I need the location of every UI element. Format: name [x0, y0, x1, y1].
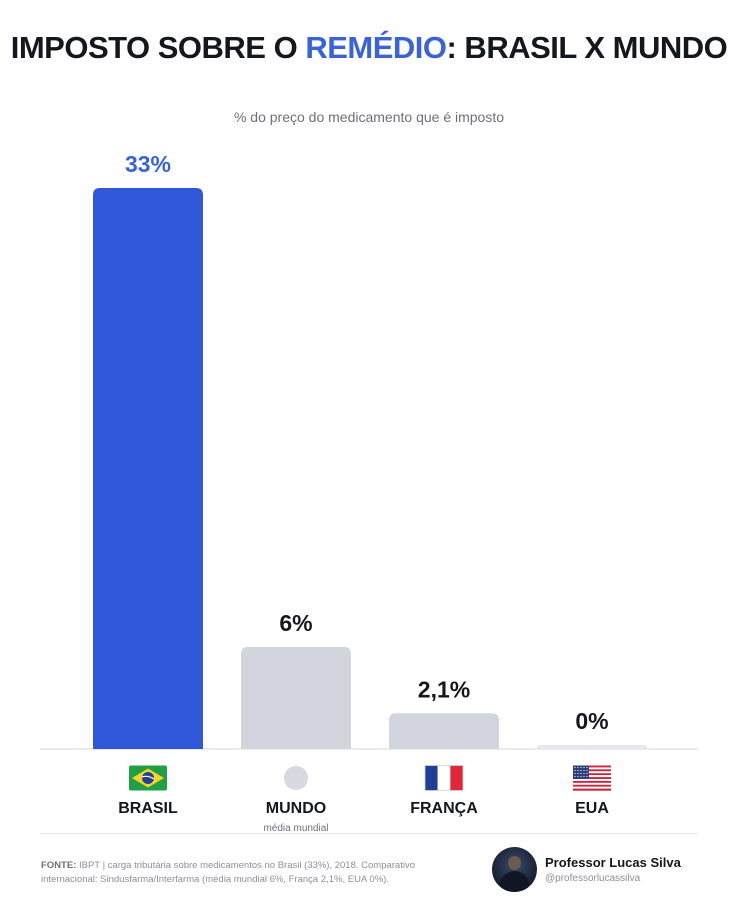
bar-mundo — [241, 647, 351, 749]
bar-brasil — [93, 188, 203, 749]
avatar — [492, 847, 537, 892]
france-flag-icon — [424, 765, 464, 791]
value-label: 2,1% — [418, 676, 470, 702]
chart-subtitle: % do preço do medicamento que é imposto — [233, 109, 505, 125]
category-sublabel: média mundial — [263, 823, 328, 834]
value-label: 0% — [575, 708, 608, 734]
avatar-body — [500, 871, 529, 892]
footer-divider — [40, 833, 698, 834]
source-note: FONTE: IBPT | carga tributária sobre med… — [41, 859, 471, 887]
title-part-1: IMPOSTO SOBRE O — [10, 30, 306, 65]
source-text: IBPT | carga tributária sobre medicament… — [41, 860, 416, 885]
category-label: FRANÇA — [410, 800, 478, 817]
source-label: FONTE: — [41, 860, 77, 871]
category-label: MUNDO — [266, 800, 326, 817]
category-label: BRASIL — [118, 800, 178, 817]
bar-chart: 33% BRASIL 6% MUNDO média mundial 2,1% FRANÇA 0… — [40, 151, 698, 834]
value-label: 6% — [279, 610, 312, 636]
bar-frança — [389, 713, 499, 749]
world-dot-icon — [284, 766, 308, 790]
title-accent-word: REMÉDIO — [305, 30, 447, 65]
avatar-head — [508, 856, 521, 870]
brazil-flag-icon — [129, 765, 167, 791]
category-label: EUA — [575, 800, 609, 817]
usa-flag-icon — [573, 765, 611, 791]
title-part-2: : BRASIL X MUNDO — [446, 30, 728, 65]
page-title: IMPOSTO SOBRE O REMÉDIO: BRASIL X MUNDO — [0, 30, 738, 66]
value-label: 33% — [125, 151, 171, 177]
bar-eua — [537, 745, 647, 749]
author-name: Professor Lucas Silva — [545, 855, 681, 870]
author-handle: @professorlucassilva — [545, 873, 641, 884]
